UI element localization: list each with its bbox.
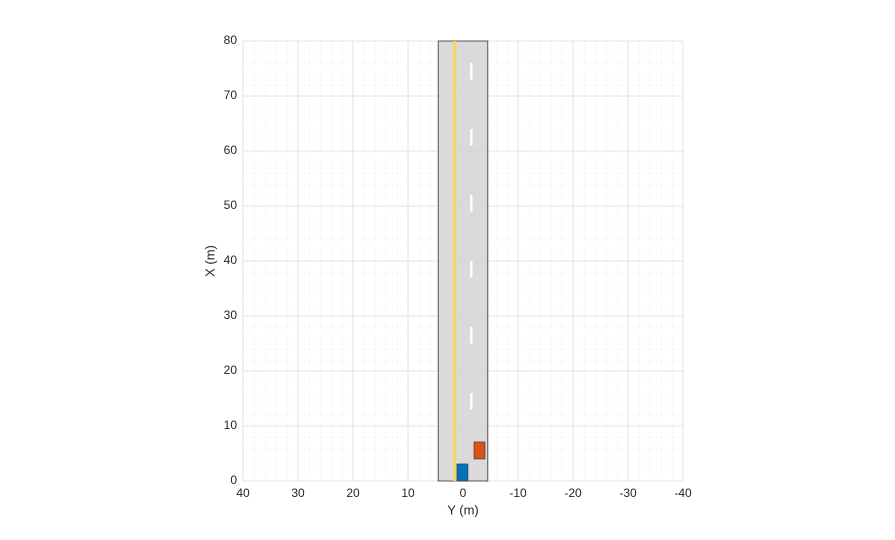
- y-tick-label: 80: [224, 33, 238, 47]
- x-tick-label: -40: [674, 486, 692, 500]
- x-tick-label: -30: [619, 486, 637, 500]
- y-tick-label: 70: [224, 88, 238, 102]
- x-tick-label: 30: [291, 486, 305, 500]
- x-tick-label: -20: [564, 486, 582, 500]
- y-tick-label: 30: [224, 308, 238, 322]
- x-tick-label: 40: [236, 486, 250, 500]
- x-axis-label: Y (m): [447, 502, 479, 517]
- y-tick-label: 20: [224, 363, 238, 377]
- x-tick-label: -10: [509, 486, 527, 500]
- y-tick-label: 40: [224, 253, 238, 267]
- vehicle: [473, 441, 486, 460]
- x-tick-label: 0: [460, 486, 467, 500]
- y-axis-label: X (m): [202, 245, 217, 277]
- y-tick-label: 0: [230, 473, 237, 487]
- x-tick-label: 20: [346, 486, 360, 500]
- road: [437, 40, 489, 482]
- y-tick-label: 50: [224, 198, 238, 212]
- x-tick-label: 10: [401, 486, 415, 500]
- y-tick-label: 10: [224, 418, 238, 432]
- vehicle: [456, 463, 469, 482]
- y-tick-label: 60: [224, 143, 238, 157]
